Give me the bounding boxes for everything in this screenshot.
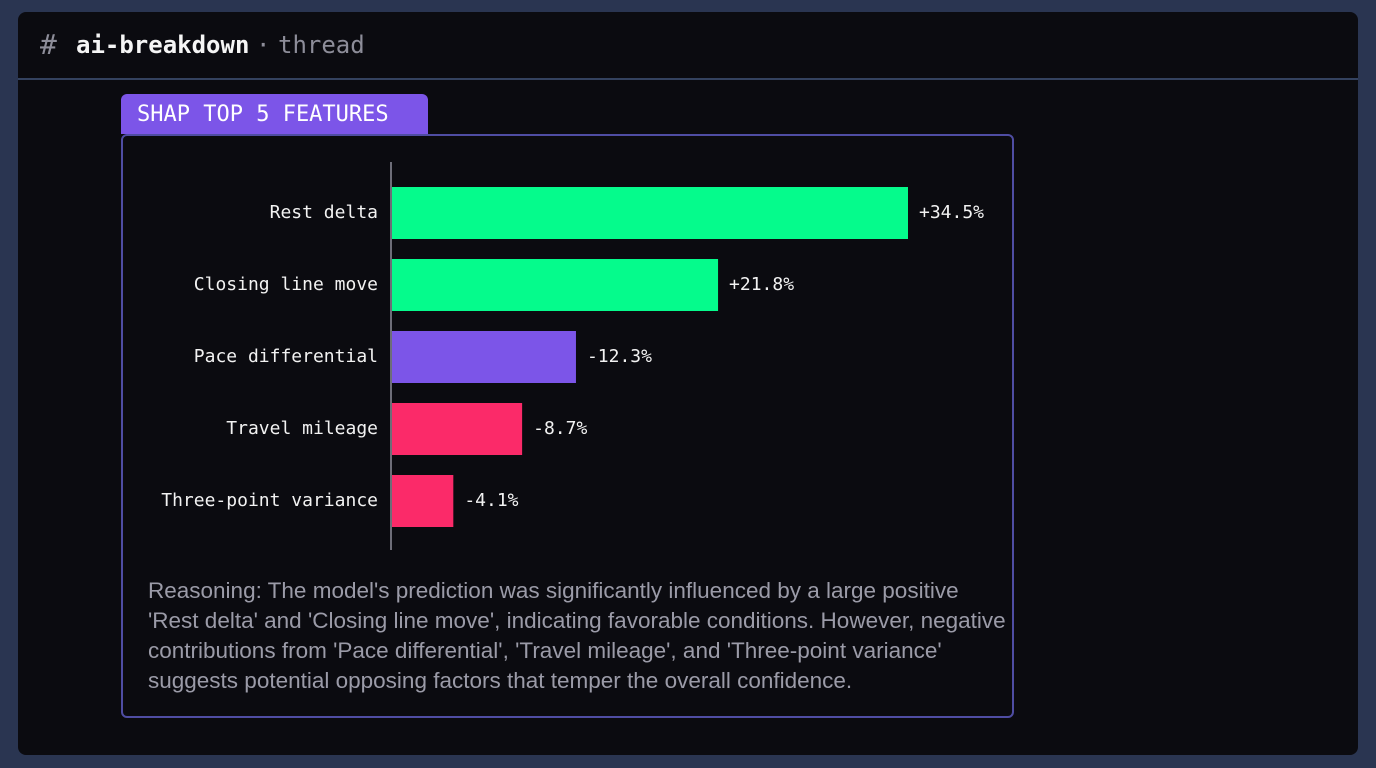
- category-label: Three-point variance: [161, 490, 378, 511]
- bar: [392, 403, 523, 455]
- chart-card: Rest delta +34.5% Closing line move +21.8% P…: [121, 134, 1014, 718]
- separator: ·: [256, 31, 271, 59]
- bar: [392, 331, 576, 383]
- category-label: Closing line move: [194, 274, 378, 295]
- card-title: SHAP TOP 5 FEATURES: [121, 94, 428, 134]
- chart: Rest delta +34.5% Closing line move +21.8% P…: [161, 162, 984, 550]
- category-label: Travel mileage: [226, 418, 378, 439]
- value-label: -4.1%: [464, 490, 518, 511]
- thread-header: # ai-breakdown · thread: [18, 12, 1358, 80]
- bar: [392, 475, 454, 527]
- bar: [392, 187, 908, 239]
- category-label: Rest delta: [270, 202, 378, 223]
- channel-prefix: #: [40, 28, 57, 61]
- thread-panel: # ai-breakdown · thread SHAP TOP 5 FEATU…: [18, 12, 1358, 755]
- value-label: -12.3%: [587, 346, 652, 367]
- value-label: +21.8%: [729, 274, 794, 295]
- bar: [392, 259, 719, 311]
- reasoning-text: Reasoning: The model's prediction was si…: [148, 578, 1006, 693]
- thread-label: thread: [278, 31, 365, 59]
- category-label: Pace differential: [194, 346, 378, 367]
- value-label: +34.5%: [919, 202, 984, 223]
- channel-name[interactable]: ai-breakdown: [76, 31, 250, 59]
- value-label: -8.7%: [533, 418, 587, 439]
